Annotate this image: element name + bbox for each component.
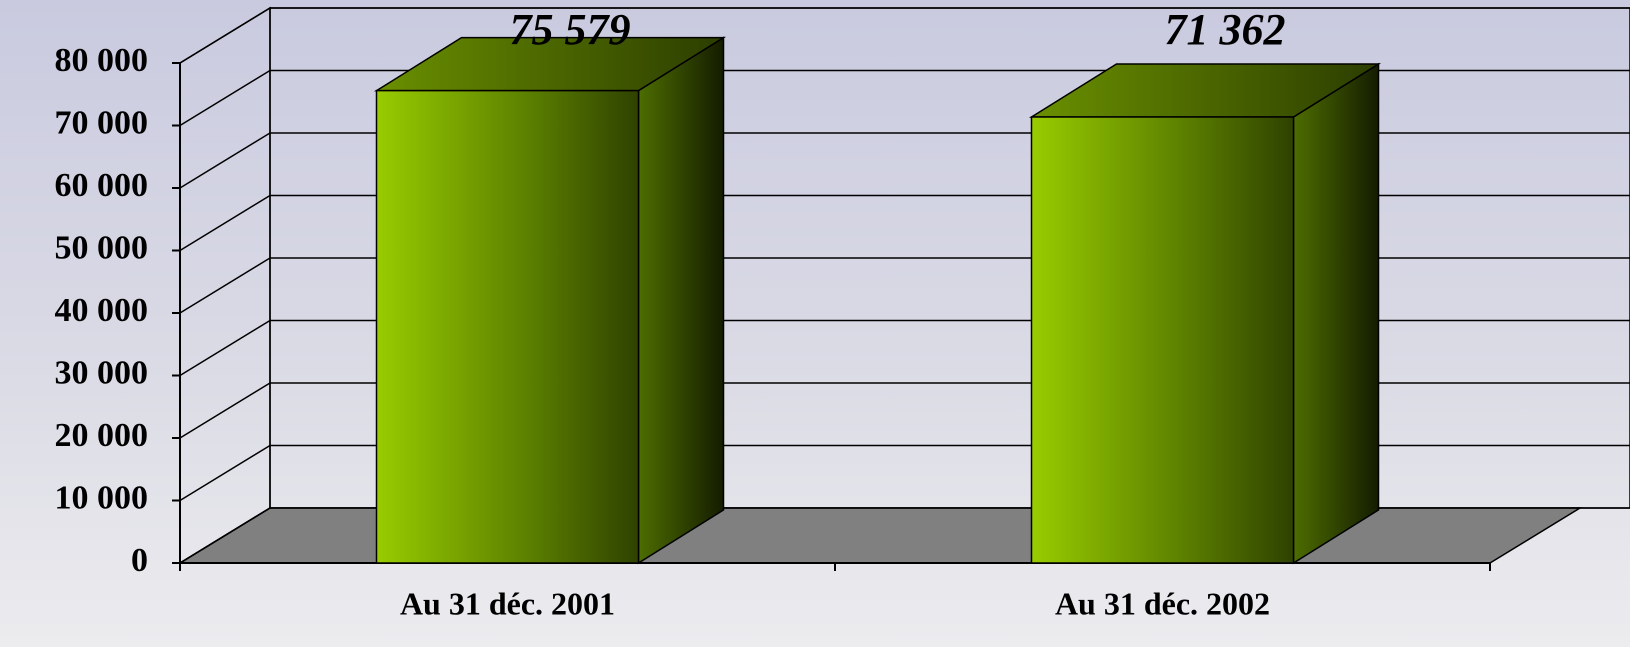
y-tick-label: 80 000 <box>55 42 149 79</box>
y-tick-label: 20 000 <box>55 417 149 454</box>
value-label: 75 579 <box>510 5 631 54</box>
bar <box>377 91 639 563</box>
y-tick-label: 50 000 <box>55 229 149 266</box>
bar <box>1032 117 1294 563</box>
y-tick-label: 30 000 <box>55 354 149 391</box>
y-tick-label: 40 000 <box>55 292 149 329</box>
y-tick-label: 0 <box>131 542 148 579</box>
x-tick-label: Au 31 déc. 2002 <box>1055 585 1270 621</box>
bar-side <box>1294 64 1379 563</box>
y-tick-label: 70 000 <box>55 104 149 141</box>
bar-side <box>639 38 724 563</box>
x-tick-label: Au 31 déc. 2001 <box>400 585 615 621</box>
value-label: 71 362 <box>1165 5 1286 54</box>
chart: 0 10 000 20 000 30 000 40 000 50 000 60 000 70 … <box>0 0 1630 647</box>
y-tick-label: 10 000 <box>55 479 149 516</box>
page: 0 10 000 20 000 30 000 40 000 50 000 60 000 70 … <box>0 0 1630 647</box>
y-tick-label: 60 000 <box>55 167 149 204</box>
